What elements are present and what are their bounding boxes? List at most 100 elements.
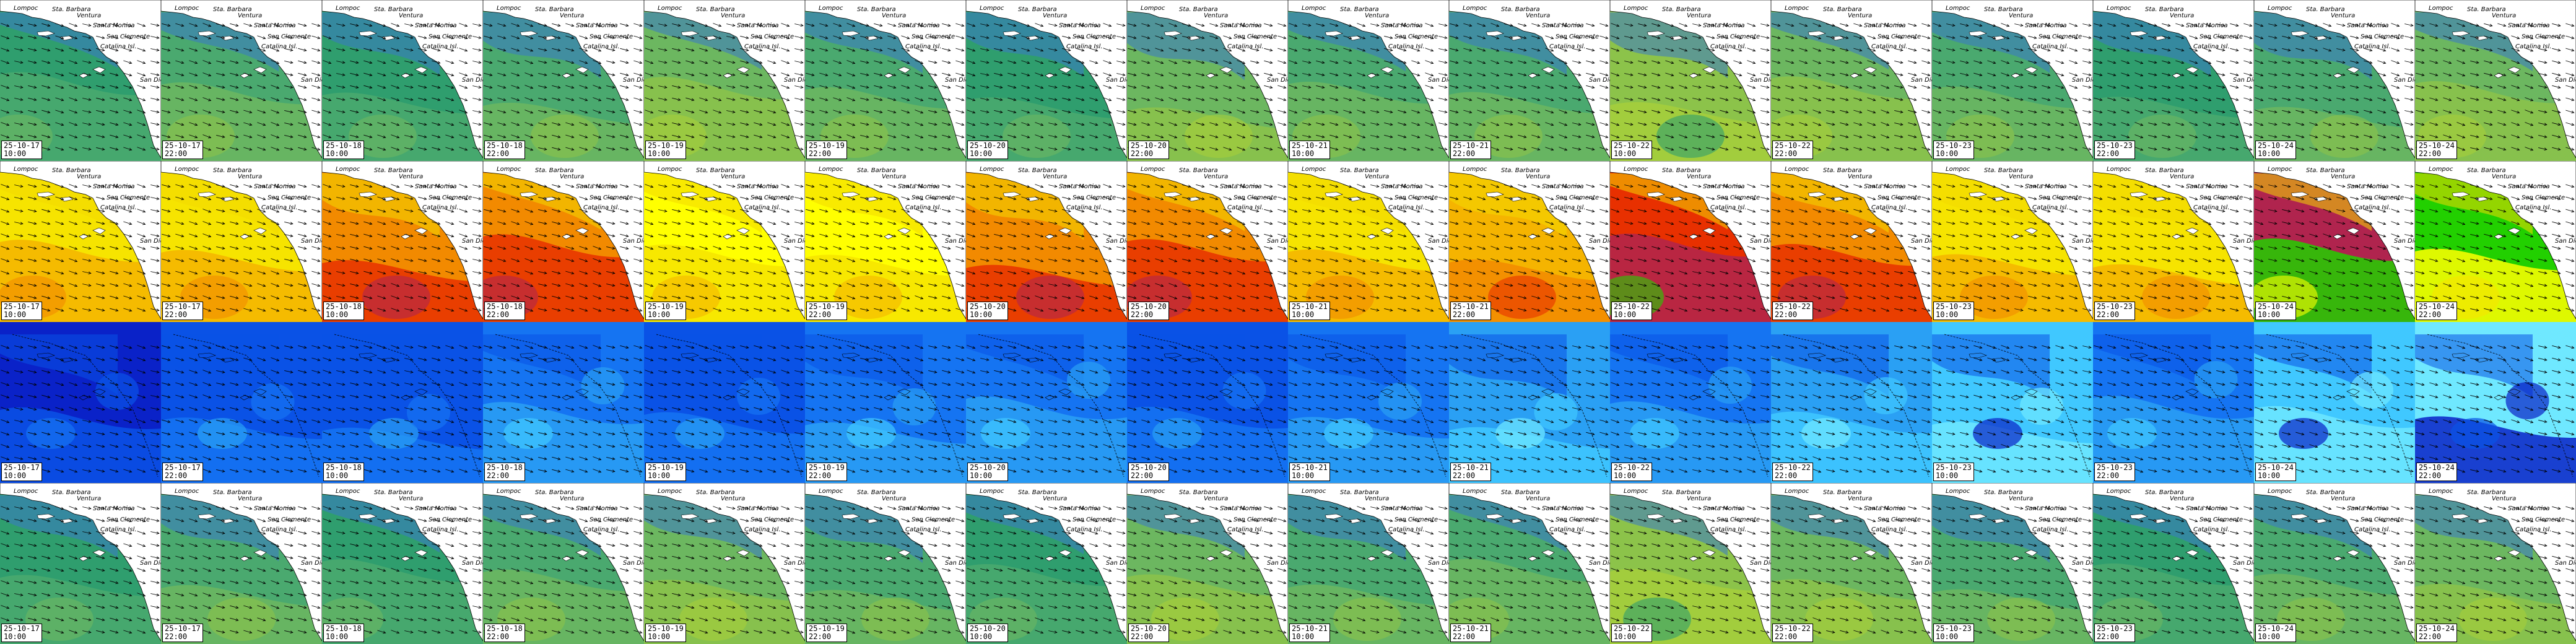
wind-arrow (1289, 122, 1298, 126)
place-label-santa-monica: Santa Monica (1381, 183, 1423, 190)
wind-arrow (123, 110, 133, 114)
wind-arrow (524, 110, 534, 114)
wind-arrow (2416, 72, 2425, 77)
place-label-catalina: Catalina Isl. (1710, 204, 1746, 211)
wind-arrow (377, 122, 386, 126)
wind-arrow (1343, 48, 1352, 52)
wind-arrow (726, 135, 736, 138)
wind-arrow (1089, 308, 1099, 312)
wind-arrow (1035, 85, 1044, 89)
wind-arrow (1116, 135, 1126, 138)
wind-arrow (2456, 221, 2466, 225)
wind-arrow (2511, 308, 2520, 312)
wind-arrow (459, 196, 468, 201)
wind-arrow (645, 246, 654, 250)
wind-arrow (1504, 24, 1513, 27)
wind-arrow (1425, 122, 1434, 126)
wind-arrow (524, 196, 534, 201)
wind-arrow (2525, 35, 2534, 40)
wind-arrow (2107, 85, 2117, 89)
place-label-lompoc: Lompoc (1463, 5, 1487, 12)
wind-arrow (216, 222, 225, 225)
timestamp-date: 25-10-22 (1614, 303, 1650, 311)
wind-arrow (2268, 197, 2278, 200)
wind-arrow (271, 48, 280, 52)
wind-arrow (1076, 295, 1085, 300)
wind-arrow (1973, 147, 1983, 151)
wind-arrow (484, 221, 493, 225)
wind-arrow (794, 48, 804, 51)
wind-arrow (967, 246, 976, 250)
wind-arrow (658, 73, 668, 76)
island (542, 196, 557, 202)
wind-arrow (2552, 35, 2561, 40)
wind-arrow (2243, 308, 2253, 312)
wind-arrow (901, 110, 910, 114)
wind-arrow (874, 35, 883, 40)
wind-arrow (2416, 295, 2425, 300)
wind-arrow (1921, 221, 1931, 225)
place-label-san-diego: San Diego (1589, 238, 1610, 245)
wind-arrow (189, 271, 198, 275)
wind-arrow (1196, 308, 1205, 312)
wind-arrow (2323, 283, 2332, 287)
wind-arrow (55, 48, 64, 52)
wind-arrow (2295, 196, 2305, 201)
place-label-lompoc: Lompoc (1785, 166, 1809, 173)
wind-arrow (1611, 246, 1620, 250)
wind-arrow (2565, 72, 2575, 77)
wind-arrow (1490, 122, 1500, 126)
wind-arrow (713, 147, 722, 151)
wind-arrow (1881, 97, 1890, 102)
wind-arrow (1264, 308, 1273, 312)
wind-arrow (2429, 72, 2439, 77)
wind-arrow (1946, 271, 1956, 274)
wind-arrow (511, 60, 520, 64)
wind-arrow (713, 209, 722, 213)
wind-arrow (1398, 85, 1407, 89)
wind-arrow (1599, 72, 1609, 77)
wind-arrow (2203, 122, 2212, 126)
wind-arrow (298, 60, 307, 64)
wind-arrow (1490, 134, 1500, 139)
wind-arrow (28, 110, 37, 114)
wind-arrow (1679, 295, 1688, 300)
timestamp-time: 22:00 (165, 311, 201, 319)
wind-arrow (1237, 283, 1246, 287)
wind-arrow (1799, 110, 1808, 114)
wind-arrow (955, 85, 965, 89)
wind-arrow (2350, 60, 2359, 64)
wind-arrow (620, 110, 629, 114)
wind-arrow (928, 296, 938, 300)
wind-arrow (1638, 122, 1647, 126)
wind-arrow (1531, 23, 1541, 27)
wind-arrow (2028, 85, 2037, 89)
wind-arrow (445, 134, 455, 139)
wind-arrow (579, 72, 588, 77)
wind-arrow (2470, 197, 2479, 201)
wind-arrow (524, 246, 534, 250)
wind-arrow (2323, 258, 2332, 263)
island (1486, 30, 1504, 37)
wind-arrow (2309, 60, 2318, 64)
wind-arrow (2042, 283, 2051, 287)
wind-arrow (1624, 85, 1634, 89)
wind-arrow (418, 122, 427, 126)
wind-arrow (1128, 295, 1137, 300)
wind-arrow (1599, 221, 1609, 225)
wind-arrow (579, 233, 588, 238)
wind-arrow (377, 85, 386, 89)
wind-arrow (55, 35, 64, 40)
wind-arrow (994, 23, 1003, 27)
wind-arrow (726, 24, 736, 27)
wind-arrow (41, 196, 51, 201)
place-label-san-diego: San Diego (2072, 238, 2093, 245)
wind-arrow (980, 197, 990, 200)
wind-arrow (967, 134, 976, 139)
wind-arrow (767, 60, 777, 64)
wind-arrow (901, 209, 910, 213)
wind-arrow (257, 184, 266, 188)
wind-arrow (404, 61, 414, 64)
wind-arrow (1572, 36, 1582, 40)
